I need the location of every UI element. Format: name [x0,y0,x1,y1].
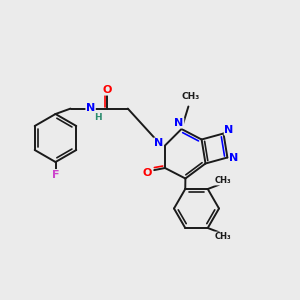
Text: N: N [230,153,238,163]
Text: O: O [142,168,152,178]
Text: N: N [224,125,233,135]
Text: N: N [175,118,184,128]
Text: N: N [86,103,95,113]
Text: F: F [52,169,59,180]
Text: CH₃: CH₃ [214,176,231,185]
Text: O: O [103,85,112,95]
Text: CH₃: CH₃ [182,92,200,101]
Text: N: N [154,138,163,148]
Text: H: H [94,112,101,122]
Text: CH₃: CH₃ [214,232,231,241]
